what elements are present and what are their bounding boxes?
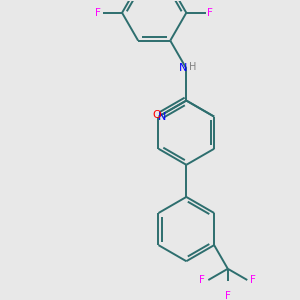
- Text: N: N: [158, 112, 166, 122]
- Text: F: F: [225, 291, 231, 300]
- Text: F: F: [250, 275, 256, 285]
- Text: F: F: [95, 8, 101, 18]
- Text: H: H: [189, 62, 196, 72]
- Text: N: N: [179, 63, 187, 74]
- Text: F: F: [207, 8, 213, 18]
- Text: O: O: [152, 110, 161, 120]
- Text: F: F: [199, 275, 205, 285]
